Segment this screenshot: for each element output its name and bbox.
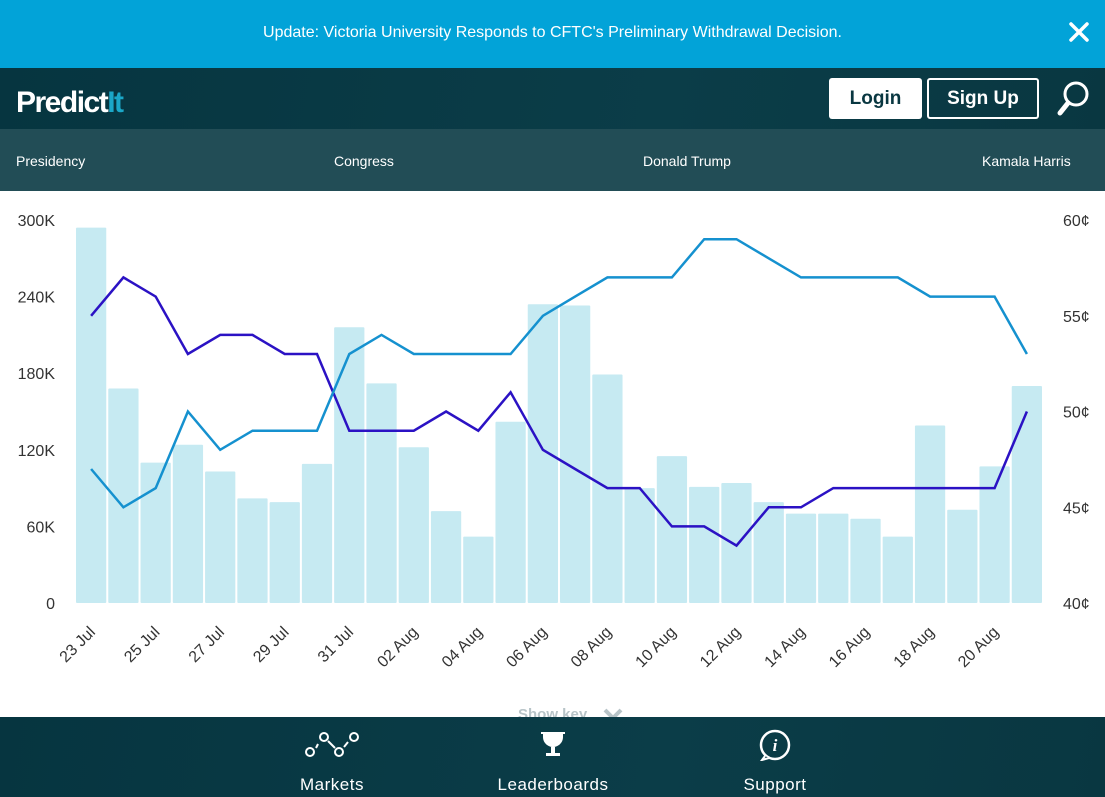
x-axis-tick: 27 Jul — [186, 624, 228, 666]
volume-bar[interactable] — [624, 488, 655, 603]
left-axis-tick: 120K — [18, 443, 56, 460]
login-button[interactable]: Login — [829, 78, 922, 119]
category-nav: Presidency Congress Donald Trump Kamala … — [0, 129, 1105, 191]
close-icon[interactable] — [1067, 18, 1091, 46]
volume-bar[interactable] — [882, 536, 913, 603]
x-axis-tick: 25 Jul — [121, 624, 163, 666]
footer-markets[interactable]: Markets — [272, 717, 392, 797]
volume-bar[interactable] — [785, 513, 817, 603]
site-header: PredictIt Login Sign Up — [0, 68, 1105, 129]
price-line-b[interactable] — [90, 237, 1028, 509]
volume-bar[interactable] — [818, 513, 849, 603]
volume-bar[interactable] — [721, 482, 752, 603]
volume-bar[interactable] — [914, 425, 946, 603]
logo-accent: It — [107, 86, 124, 119]
announcement-banner: Update: Victoria University Responds to … — [0, 0, 1105, 68]
svg-text:i: i — [773, 736, 778, 755]
volume-bar[interactable] — [334, 327, 365, 603]
left-axis-tick: 60K — [27, 519, 56, 536]
nav-item-kamala-harris[interactable]: Kamala Harris — [982, 153, 1071, 169]
left-axis: 0 60K 120K 180K 240K 300K — [18, 213, 56, 613]
volume-bar[interactable] — [430, 511, 462, 603]
search-icon[interactable] — [1056, 80, 1090, 118]
footer-leaderboards[interactable]: Leaderboards — [493, 717, 613, 797]
footer-support-label: Support — [743, 775, 807, 794]
x-axis-tick: 20 Aug — [955, 624, 1002, 671]
volume-bar[interactable] — [656, 456, 688, 603]
markets-icon — [305, 732, 359, 757]
left-axis-tick: 300K — [18, 213, 56, 230]
x-axis-tick: 14 Aug — [762, 624, 809, 671]
right-axis-tick: 55¢ — [1063, 309, 1090, 326]
nav-item-presidency[interactable]: Presidency — [16, 153, 86, 169]
right-axis: 40¢ 45¢ 50¢ 55¢ 60¢ — [1063, 213, 1090, 613]
nav-item-congress[interactable]: Congress — [334, 153, 394, 169]
volume-bar[interactable] — [527, 304, 558, 603]
logo-main: Predict — [16, 86, 109, 119]
footer-support[interactable]: i Support — [715, 717, 835, 797]
volume-bar[interactable] — [366, 383, 397, 603]
volume-bar[interactable] — [205, 471, 236, 603]
x-axis: 23 Jul 25 Jul 27 Jul 29 Jul 31 Jul 02 Aug 04 A… — [57, 624, 1003, 671]
volume-bar[interactable] — [979, 466, 1010, 603]
price-lines — [90, 237, 1029, 548]
x-axis-tick: 23 Jul — [57, 624, 99, 666]
volume-bar[interactable] — [269, 502, 300, 603]
footer-leaderboards-label: Leaderboards — [497, 775, 609, 794]
signup-button[interactable]: Sign Up — [927, 78, 1039, 119]
volume-bar[interactable] — [172, 444, 204, 603]
volume-bar[interactable] — [753, 502, 784, 603]
x-axis-tick: 16 Aug — [826, 624, 873, 671]
x-axis-tick: 08 Aug — [568, 624, 615, 671]
volume-bar[interactable] — [947, 509, 978, 603]
right-axis-tick: 45¢ — [1063, 500, 1090, 517]
x-axis-tick: 04 Aug — [439, 624, 486, 671]
volume-bar[interactable] — [495, 421, 526, 603]
right-axis-tick: 60¢ — [1063, 213, 1090, 230]
x-axis-tick: 29 Jul — [250, 624, 292, 666]
banner-text[interactable]: Update: Victoria University Responds to … — [263, 24, 842, 41]
volume-bar[interactable] — [108, 388, 139, 603]
x-axis-tick: 18 Aug — [891, 624, 938, 671]
nav-item-donald-trump[interactable]: Donald Trump — [643, 153, 731, 169]
x-axis-tick: 12 Aug — [697, 624, 744, 671]
x-axis-tick: 31 Jul — [315, 624, 357, 666]
trophy-icon — [541, 732, 565, 756]
volume-bar[interactable] — [76, 227, 107, 603]
volume-bar[interactable] — [398, 447, 429, 603]
volume-bar[interactable] — [689, 486, 720, 603]
volume-bar[interactable] — [1011, 385, 1042, 603]
bottom-nav: Markets Leaderboards i Support — [0, 717, 1105, 797]
x-axis-tick: 06 Aug — [503, 624, 550, 671]
volume-bar[interactable] — [463, 536, 494, 603]
left-axis-tick: 0 — [46, 596, 55, 613]
volume-bar[interactable] — [850, 518, 881, 603]
x-axis-tick: 02 Aug — [374, 624, 421, 671]
price-line-a[interactable] — [90, 275, 1029, 548]
volume-bar[interactable] — [301, 463, 333, 603]
info-bubble-icon: i — [759, 729, 791, 761]
volume-bars — [76, 227, 1042, 603]
x-axis-tick: 10 Aug — [633, 624, 680, 671]
left-axis-tick: 180K — [18, 366, 56, 383]
right-axis-tick: 50¢ — [1063, 405, 1090, 422]
volume-bar[interactable] — [560, 305, 591, 603]
footer-markets-label: Markets — [300, 775, 364, 794]
predictit-logo[interactable]: PredictIt — [16, 86, 124, 120]
volume-bar[interactable] — [237, 498, 268, 603]
volume-bar[interactable] — [140, 462, 171, 603]
right-axis-tick: 40¢ — [1063, 596, 1090, 613]
price-volume-chart: 0 60K 120K 180K 240K 300K 40¢ 45¢ 50¢ 55¢ 60¢ 23 … — [18, 213, 1090, 671]
left-axis-tick: 240K — [18, 290, 56, 307]
